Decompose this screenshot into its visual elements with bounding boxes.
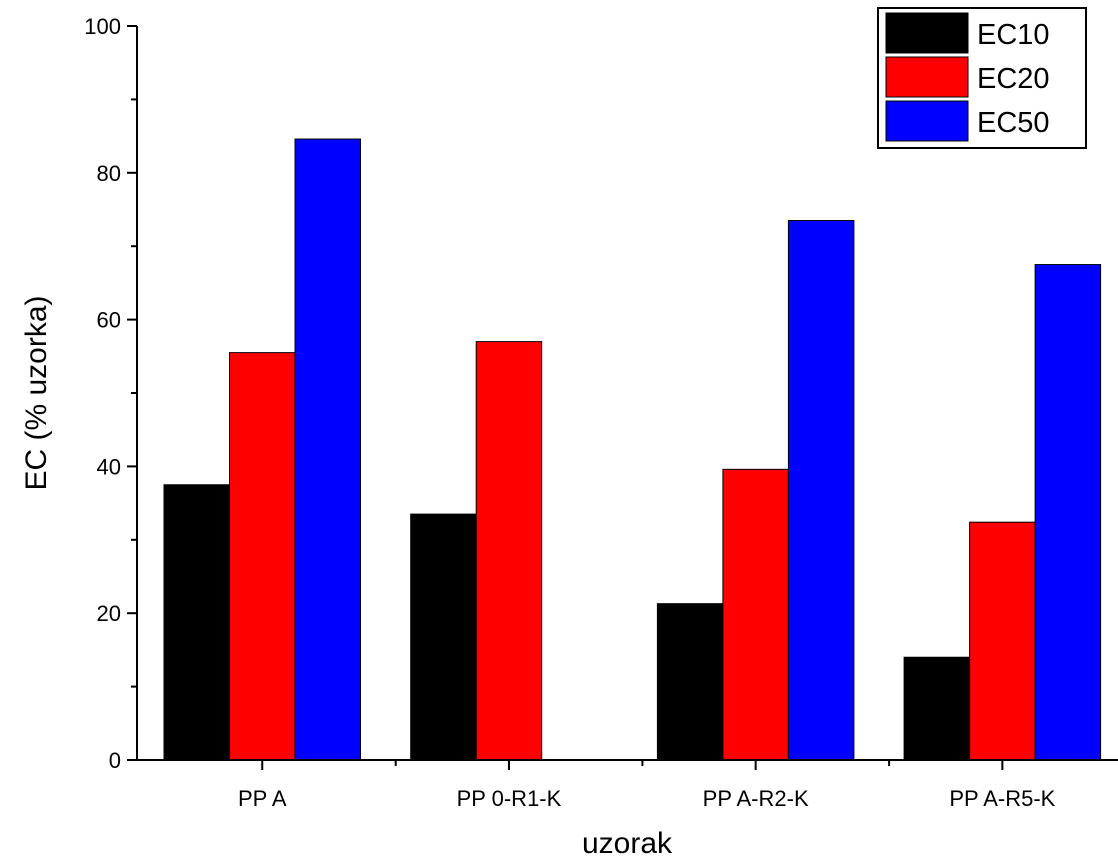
y-axis-title: EC (% uzorka) — [20, 295, 53, 490]
x-tick-label: PP A — [238, 786, 287, 811]
x-tick-label: PP A-R5-K — [949, 786, 1055, 811]
bar-ec50-3 — [1034, 264, 1102, 761]
x-tick-label: PP 0-R1-K — [457, 786, 562, 811]
bar-ec50-0 — [294, 138, 361, 761]
legend-swatch-ec50 — [885, 100, 969, 142]
bar-ec20-0 — [229, 352, 296, 761]
y-tick-label: 100 — [84, 14, 121, 39]
legend-swatch-ec10 — [885, 12, 969, 54]
bar-ec20-1 — [475, 341, 543, 761]
legend-label-ec20: EC20 — [977, 63, 1050, 95]
y-tick-label: 20 — [97, 601, 121, 626]
x-axis-title: uzorak — [582, 827, 673, 860]
bar-ec10-0 — [163, 484, 230, 761]
y-tick-label: 60 — [97, 308, 121, 333]
x-axis-ticks: PP A PP 0-R1-K PP A-R2-K PP A-R5-K — [238, 760, 1056, 811]
bar-ec10-3 — [903, 656, 971, 761]
legend: EC10 EC20 EC50 — [877, 7, 1087, 149]
bar-ec10-1 — [410, 513, 477, 761]
y-tick-label: 40 — [97, 454, 121, 479]
y-tick-label: 80 — [97, 161, 121, 186]
bar-ec10-2 — [656, 603, 724, 761]
y-axis-ticks: 0 20 40 60 80 100 — [84, 14, 137, 773]
y-tick-label: 0 — [109, 748, 121, 773]
bars-group — [163, 138, 1102, 761]
legend-label-ec10: EC10 — [977, 19, 1050, 51]
bar-ec50-2 — [787, 220, 855, 761]
bar-ec20-2 — [722, 468, 789, 761]
bar-ec20-3 — [969, 521, 1036, 761]
legend-label-ec50: EC50 — [977, 107, 1050, 139]
legend-swatch-ec20 — [885, 56, 969, 98]
x-tick-label: PP A-R2-K — [703, 786, 809, 811]
